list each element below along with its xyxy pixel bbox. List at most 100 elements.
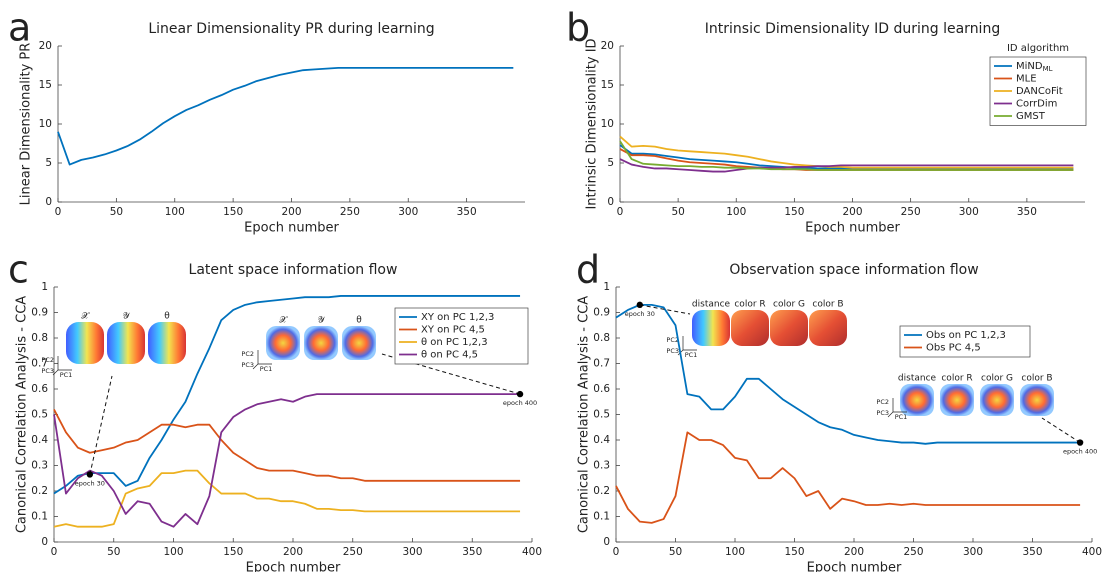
x-tick-label: 0 xyxy=(51,546,58,558)
x-tick-label: 150 xyxy=(784,206,804,218)
series-line xyxy=(53,393,521,528)
y-tick-label: 0.8 xyxy=(593,332,610,344)
leader-line xyxy=(1041,417,1081,443)
legend-label: CorrDim xyxy=(1016,99,1057,110)
y-tick-label: 20 xyxy=(39,40,52,52)
annotation-point xyxy=(86,471,94,478)
x-tick-label: 350 xyxy=(462,546,482,558)
inset-axis-label: PC1 xyxy=(260,365,273,373)
x-tick-label: 100 xyxy=(163,546,183,558)
inset-axis-label: PC2 xyxy=(666,336,679,344)
y-tick-label: 0.2 xyxy=(31,485,48,497)
annotation-label: epoch 30 xyxy=(75,479,105,487)
x-tick-label: 300 xyxy=(959,206,979,218)
series-line xyxy=(619,140,1074,171)
inset-image xyxy=(692,310,730,346)
x-tick-label: 150 xyxy=(223,206,243,218)
inset-axes xyxy=(252,350,272,370)
inset-image xyxy=(731,310,769,346)
x-tick-label: 300 xyxy=(402,546,422,558)
y-tick-label: 0.6 xyxy=(593,383,610,395)
inset-image xyxy=(148,322,186,364)
x-tick-label: 50 xyxy=(110,206,123,218)
y-tick-label: 1 xyxy=(603,281,610,293)
x-axis-label: Epoch number xyxy=(807,561,902,572)
series-line xyxy=(53,295,521,495)
inset-label: color G xyxy=(981,374,1013,384)
y-tick-label: 0.1 xyxy=(593,511,610,523)
series-line xyxy=(53,469,521,528)
leader-line xyxy=(89,375,113,475)
series-line xyxy=(53,408,521,482)
inset-axes xyxy=(887,398,907,418)
x-tick-label: 150 xyxy=(223,546,243,558)
x-axis-label: Epoch number xyxy=(246,561,341,572)
annotation-point xyxy=(636,301,643,309)
chart-title: Observation space information flow xyxy=(729,262,978,278)
y-tick-label: 0.4 xyxy=(593,434,610,446)
legend-label: MLE xyxy=(1016,74,1037,85)
y-tick-label: 5 xyxy=(607,157,614,169)
inset-label: 𝒳 xyxy=(81,312,90,322)
x-tick-label: 0 xyxy=(617,206,624,218)
y-axis-label: Canonical Correlation Analysis - CCA xyxy=(577,296,592,533)
x-axis-label: Epoch number xyxy=(244,221,339,236)
y-tick-label: 1 xyxy=(41,281,48,293)
y-tick-label: 20 xyxy=(601,40,614,52)
inset-axis-label: PC3 xyxy=(41,367,54,375)
y-tick-label: 0 xyxy=(45,196,52,208)
x-tick-label: 150 xyxy=(784,546,804,558)
x-tick-label: 250 xyxy=(343,546,363,558)
inset-label: color B xyxy=(812,300,843,310)
inset-axis-label: PC3 xyxy=(876,409,889,417)
inset-axis-label: PC2 xyxy=(876,398,889,406)
legend-label: Obs PC 4,5 xyxy=(926,343,981,354)
panel-letter: d xyxy=(576,248,600,292)
annotation-point xyxy=(1076,439,1084,446)
legend-box xyxy=(899,325,1031,358)
x-tick-label: 200 xyxy=(281,206,301,218)
inset-label: color B xyxy=(1021,374,1052,384)
y-tick-label: 10 xyxy=(39,118,52,130)
inset-label: 𝒴 xyxy=(122,312,130,322)
x-tick-label: 100 xyxy=(725,546,745,558)
inset-axis-label: PC3 xyxy=(241,361,254,369)
legend-title: ID algorithm xyxy=(1007,43,1069,54)
inset-image xyxy=(770,310,808,346)
x-tick-label: 300 xyxy=(963,546,983,558)
x-tick-label: 250 xyxy=(901,206,921,218)
x-tick-label: 50 xyxy=(669,546,682,558)
inset-image xyxy=(980,384,1014,416)
inset-axis-label: PC2 xyxy=(41,356,54,364)
chart-title: Latent space information flow xyxy=(189,262,398,278)
y-tick-label: 5 xyxy=(45,157,52,169)
x-tick-label: 200 xyxy=(842,206,862,218)
annotation-label: epoch 400 xyxy=(1063,448,1097,456)
inset-axis-label: PC1 xyxy=(895,413,908,421)
inset-axis-label: PC1 xyxy=(685,351,698,359)
inset-axis-label: PC2 xyxy=(241,350,254,358)
inset-label: θ xyxy=(356,316,362,326)
panel-letter: a xyxy=(8,6,31,50)
x-tick-label: 0 xyxy=(55,206,62,218)
y-tick-label: 0.7 xyxy=(31,358,48,370)
x-tick-label: 50 xyxy=(107,546,120,558)
x-tick-label: 100 xyxy=(165,206,185,218)
legend-label: GMST xyxy=(1016,111,1046,122)
y-tick-label: 15 xyxy=(601,79,614,91)
y-axis-label: Intrinsic Dimensionality ID xyxy=(585,38,600,209)
y-tick-label: 0.5 xyxy=(593,409,610,421)
legend-box xyxy=(394,307,529,365)
y-tick-label: 10 xyxy=(601,118,614,130)
y-tick-label: 0.1 xyxy=(31,511,48,523)
inset-image xyxy=(940,384,974,416)
x-tick-label: 350 xyxy=(1022,546,1042,558)
legend-label: θ on PC 1,2,3 xyxy=(421,337,488,348)
series-line xyxy=(57,66,514,166)
y-tick-label: 15 xyxy=(39,79,52,91)
inset-axis-label: PC1 xyxy=(60,371,73,379)
x-tick-label: 250 xyxy=(903,546,923,558)
x-tick-label: 350 xyxy=(1017,206,1037,218)
y-tick-label: 0.2 xyxy=(593,485,610,497)
y-tick-label: 0.5 xyxy=(31,409,48,421)
